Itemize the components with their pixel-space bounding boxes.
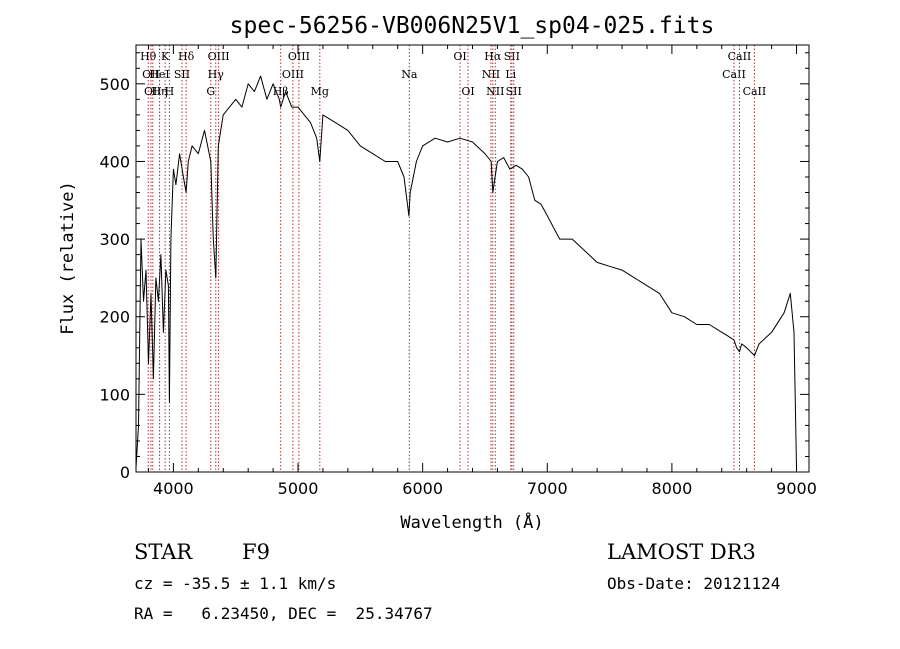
axis-ticks: 4000 5000 6000 7000 8000 9000 0 100 200 300 400 500 xyxy=(99,45,817,498)
x-axis-label: Wavelength (Å) xyxy=(400,511,543,533)
line-marker-label-17: OI xyxy=(453,50,466,63)
y-tick-label-3: 300 xyxy=(99,230,130,249)
line-marker-label-10: Hγ xyxy=(208,68,225,81)
spectral-line-markers: HθOIIOIIHηHeIKHSIIHδGHγOIIIHβOIIIOIIIMgN… xyxy=(140,45,766,472)
spectrum-chart: spec-56256-VB006N25V1_sp04-025.fits Hθ OI… xyxy=(58,13,817,533)
line-marker-label-12: Hβ xyxy=(273,85,289,98)
line-marker-label-7: SII xyxy=(174,68,190,81)
line-marker-label-26: CaII xyxy=(728,50,752,63)
line-marker-label-18: OI xyxy=(461,85,474,98)
x-tick-label-1: 5000 xyxy=(278,479,319,498)
line-marker-label-1: OII xyxy=(142,68,160,81)
chart-title: spec-56256-VB006N25V1_sp04-025.fits xyxy=(230,13,715,39)
x-tick-label-0: 4000 xyxy=(153,479,194,498)
line-marker-label-14: OIII xyxy=(288,50,310,63)
line-marker-label-24: SII xyxy=(506,85,522,98)
line-marker-label-21: NII xyxy=(486,85,504,98)
line-marker-label-5: K xyxy=(161,50,170,63)
x-tick-label-2: 6000 xyxy=(402,479,443,498)
redshift-text: cz = -35.5 ± 1.1 km/s xyxy=(134,574,337,593)
line-marker-label-15: Mg xyxy=(311,85,329,98)
x-tick-label-5: 9000 xyxy=(776,479,817,498)
line-marker-label-20: Hα xyxy=(484,50,502,63)
y-tick-label-0: 0 xyxy=(120,463,130,482)
plot-frame xyxy=(135,44,810,473)
line-marker-label-11: OIII xyxy=(208,50,230,63)
y-tick-label-1: 100 xyxy=(99,385,130,404)
object-subclass: F9 xyxy=(242,540,270,564)
coordinates-text: RA = 6.23450, DEC = 25.34767 xyxy=(134,604,433,623)
line-marker-label-4: HeI xyxy=(149,68,169,81)
y-tick-label-2: 200 xyxy=(99,308,130,327)
x-tick-label-4: 8000 xyxy=(652,479,693,498)
line-marker-label-25: CaII xyxy=(722,68,746,81)
line-marker-label-9: G xyxy=(206,85,215,98)
y-tick-label-4: 400 xyxy=(99,152,130,171)
line-marker-label-19: NII xyxy=(482,68,500,81)
line-marker-label-2: OII xyxy=(144,85,162,98)
obs-date-text: Obs-Date: 20121124 xyxy=(607,574,781,593)
object-class: STAR xyxy=(134,540,193,564)
y-axis-label: Flux (relative) xyxy=(58,181,78,335)
line-marker-label-8: Hδ xyxy=(178,50,195,63)
x-tick-label-3: 7000 xyxy=(527,479,568,498)
line-marker-label-13: OIII xyxy=(282,68,304,81)
y-tick-label-5: 500 xyxy=(99,75,130,94)
line-marker-label-16: Na xyxy=(401,68,418,81)
flux-series xyxy=(135,75,797,469)
line-marker-label-23: SII xyxy=(504,50,520,63)
line-marker-label-27: CaII xyxy=(743,85,767,98)
line-marker-label-0: Hθ xyxy=(140,50,157,63)
survey-label: LAMOST DR3 xyxy=(607,540,756,564)
series-line-flux xyxy=(135,75,797,469)
line-marker-label-22: Li xyxy=(505,68,516,81)
line-marker-label-6: H xyxy=(165,85,175,98)
